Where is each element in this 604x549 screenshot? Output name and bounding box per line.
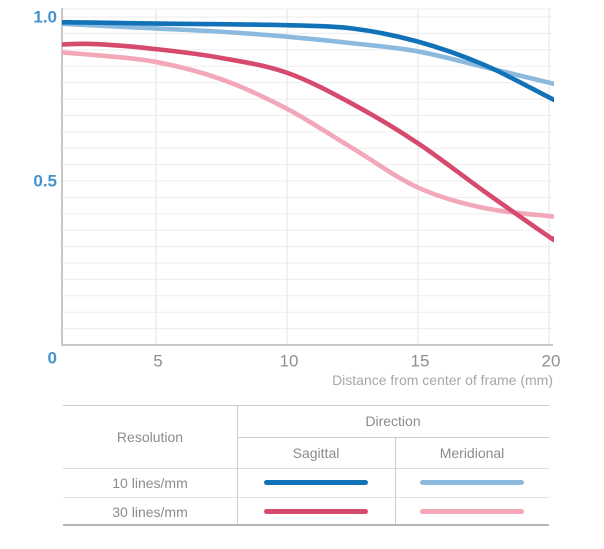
legend-cell-10-sagittal [237, 468, 395, 497]
legend-cell-30-sagittal [237, 497, 395, 526]
legend-row-label-10lines: 10 lines/mm [112, 474, 188, 491]
legend-header-sagittal: Sagittal [292, 444, 340, 461]
x-tick-label: 10 [280, 352, 299, 371]
x-tick-label: 5 [153, 352, 162, 371]
legend-cell-10-meridional [395, 468, 549, 497]
line-swatch-10-sagittal [264, 480, 368, 485]
legend-header-resolution: Resolution [116, 428, 184, 445]
legend-header-meridional: Meridional [439, 444, 505, 461]
y-tick-label: 1.0 [33, 8, 57, 27]
x-tick-label: 15 [411, 352, 430, 371]
curve-10-lines-mm-sagittal [62, 19, 554, 103]
y-tick-label: 0 [48, 349, 57, 368]
x-tick-label: 20 [542, 352, 561, 371]
curve-30-lines-mm-sagittal [62, 41, 554, 243]
curve-10-lines-mm-meridional [62, 21, 554, 87]
x-axis-title: Distance from center of frame (mm) [332, 372, 553, 388]
legend-table: Resolution Direction Sagittal Meridional… [63, 405, 549, 526]
legend-header-direction: Direction [365, 413, 421, 429]
mtf-chart-plot: 1.0 0.5 0 5 10 15 20 [33, 8, 561, 371]
legend-row-label-30lines: 30 lines/mm [112, 503, 188, 520]
line-swatch-30-sagittal [264, 509, 368, 514]
line-swatch-10-meridional [420, 480, 524, 485]
line-swatch-30-meridional [420, 509, 524, 514]
legend-cell-30-meridional [395, 497, 549, 526]
y-tick-label: 0.5 [33, 172, 57, 191]
